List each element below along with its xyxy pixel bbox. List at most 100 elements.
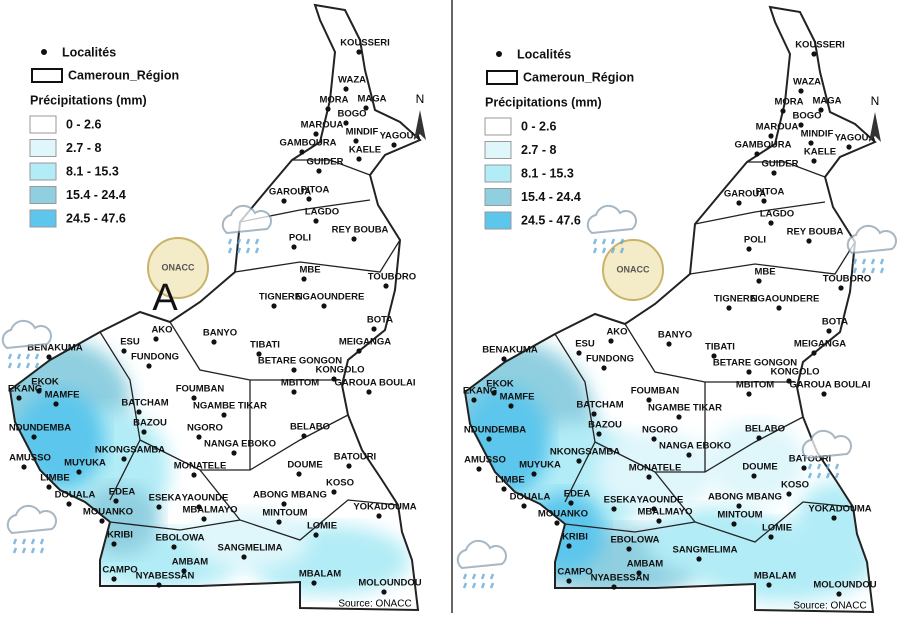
- locality-dot: [241, 554, 246, 559]
- locality-dot: [811, 158, 816, 163]
- locality-dot: [46, 484, 51, 489]
- locality-label: KOSO: [326, 478, 354, 489]
- locality-dot: [776, 305, 781, 310]
- locality-dot: [591, 411, 596, 416]
- locality-label: LOMIE: [307, 521, 337, 532]
- locality-label: MOLOUNDOU: [358, 578, 421, 589]
- locality-dot: [626, 546, 631, 551]
- locality-dot: [736, 200, 741, 205]
- locality-dot: [476, 466, 481, 471]
- locality-dot: [171, 544, 176, 549]
- locality-label: MOUANKO: [538, 509, 588, 520]
- locality-label: MBE: [299, 265, 320, 276]
- locality-label: MINDIF: [346, 127, 379, 138]
- locality-dot: [313, 131, 318, 136]
- locality-dot: [191, 472, 196, 477]
- locality-label: MUYUKA: [519, 460, 561, 471]
- panel-letter: A: [152, 277, 178, 319]
- locality-label: DOUALA: [55, 490, 96, 501]
- locality-dot: [99, 518, 104, 523]
- locality-dot: [383, 283, 388, 288]
- locality-dot: [21, 464, 26, 469]
- locality-label: YAGOUA: [380, 131, 421, 142]
- locality-dot: [831, 515, 836, 520]
- locality-dot: [301, 433, 306, 438]
- legend-class-label: 0 - 2.6: [521, 119, 556, 133]
- locality-dot: [798, 122, 803, 127]
- locality-dot: [16, 395, 21, 400]
- locality-label: TIBATI: [705, 342, 735, 353]
- locality-dot: [113, 498, 118, 503]
- legend-regions: Cameroun_Région: [523, 70, 634, 84]
- locality-dot: [501, 356, 506, 361]
- locality-dot: [156, 582, 161, 587]
- locality-dot: [136, 409, 141, 414]
- locality-label: KAELE: [349, 145, 381, 156]
- locality-label: AKO: [151, 325, 172, 336]
- locality-dot: [786, 491, 791, 496]
- locality-dot: [291, 244, 296, 249]
- north-label: N: [871, 94, 880, 108]
- locality-dot: [611, 506, 616, 511]
- locality-label: MAMFE: [500, 392, 535, 403]
- locality-label: BELABO: [745, 424, 785, 435]
- locality-dot: [508, 403, 513, 408]
- locality-dot: [381, 589, 386, 594]
- locality-dot: [153, 336, 158, 341]
- locality-label: MBALMAYO: [182, 505, 237, 516]
- locality-label: LIMBE: [495, 475, 525, 486]
- locality-label: TIBATI: [250, 340, 280, 351]
- locality-label: TOUBORO: [823, 274, 871, 285]
- locality-label: MAROUA: [756, 122, 799, 133]
- locality-label: MINDIF: [801, 129, 834, 140]
- locality-dot: [531, 471, 536, 476]
- locality-dot: [811, 350, 816, 355]
- locality-dot: [201, 516, 206, 521]
- locality-dot: [31, 434, 36, 439]
- locality-label: LAGDO: [305, 207, 339, 218]
- locality-label: MEIGANGA: [794, 339, 846, 350]
- locality-label: KOUSSERI: [340, 38, 390, 49]
- locality-label: ESU: [120, 337, 140, 348]
- locality-label: PITOA: [301, 185, 330, 196]
- locality-dot: [313, 532, 318, 537]
- locality-dot: [53, 401, 58, 406]
- locality-label: AMBAM: [627, 559, 663, 570]
- locality-label: YOKADOUMA: [808, 504, 871, 515]
- locality-label: MBALMAYO: [637, 507, 692, 518]
- locality-label: MAGA: [812, 96, 841, 107]
- locality-label: MBALAM: [299, 569, 341, 580]
- locality-dot: [231, 450, 236, 455]
- locality-label: MAGA: [357, 94, 386, 105]
- locality-label: DOUALA: [510, 492, 551, 503]
- locality-dot: [566, 578, 571, 583]
- legend-swatch: [485, 142, 511, 159]
- locality-label: BENAKUMA: [482, 345, 538, 356]
- locality-dot: [821, 391, 826, 396]
- locality-label: CAMPO: [557, 567, 592, 578]
- locality-dot: [271, 303, 276, 308]
- locality-label: GUIDER: [307, 157, 344, 168]
- locality-dot: [838, 285, 843, 290]
- locality-label: NGAOUNDERE: [751, 294, 820, 305]
- locality-dot: [501, 486, 506, 491]
- locality-dot: [768, 133, 773, 138]
- locality-label: CAMPO: [102, 565, 137, 576]
- locality-dot: [756, 278, 761, 283]
- locality-label: FUNDONG: [586, 354, 634, 365]
- locality-dot: [346, 463, 351, 468]
- locality-label: BANYO: [658, 330, 692, 341]
- locality-label: KAELE: [804, 147, 836, 158]
- locality-dot: [596, 431, 601, 436]
- locality-dot: [311, 580, 316, 585]
- locality-label: MOLOUNDOU: [813, 580, 876, 591]
- locality-dot: [686, 452, 691, 457]
- locality-label: NGORO: [187, 423, 223, 434]
- locality-label: BOGO: [337, 109, 366, 120]
- locality-label: NYABESSAN: [136, 571, 195, 582]
- legend-swatch: [30, 116, 56, 133]
- locality-label: MUYUKA: [64, 458, 106, 469]
- locality-label: AMUSSO: [464, 455, 506, 466]
- locality-label: POLI: [289, 233, 311, 244]
- locality-dot: [746, 246, 751, 251]
